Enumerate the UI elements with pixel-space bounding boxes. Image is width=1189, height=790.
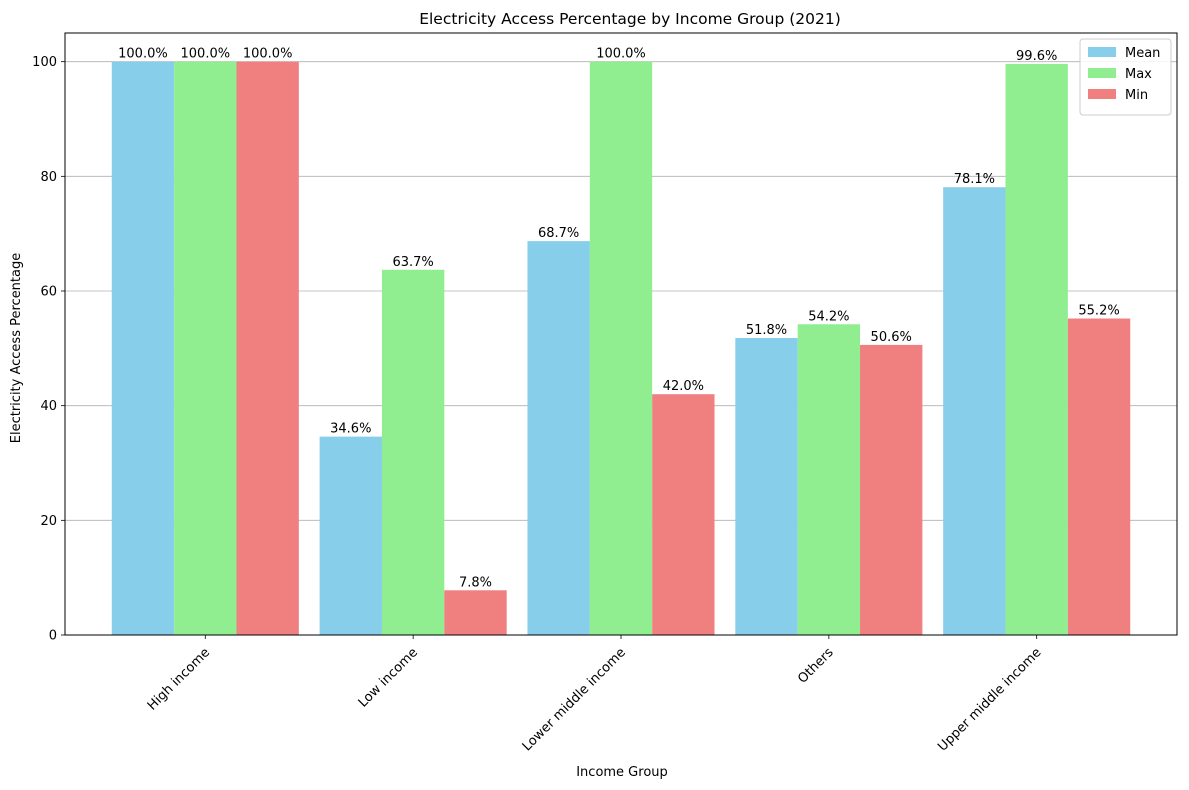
y-tick-label: 0	[49, 629, 57, 644]
legend-swatch-max	[1088, 68, 1116, 78]
bar-mean	[527, 241, 590, 635]
plot-frame	[64, 32, 1178, 636]
y-tick-label: 20	[40, 514, 57, 529]
data-label: 100.0%	[596, 47, 646, 62]
x-axis-title: Income Group	[576, 765, 668, 780]
x-tick-label: Low income	[356, 645, 421, 710]
legend-label-mean: Mean	[1125, 46, 1160, 61]
chart-title: Electricity Access Percentage by Income …	[419, 10, 841, 28]
bar-min	[1067, 318, 1131, 635]
legend-label-min: Min	[1125, 88, 1148, 103]
legend-swatch-mean	[1088, 47, 1116, 57]
bar-max	[174, 61, 237, 635]
bar-min	[444, 590, 507, 635]
data-label: 7.8%	[459, 575, 492, 590]
data-label: 42.0%	[663, 379, 704, 394]
bar-max	[797, 324, 861, 635]
data-label: 34.6%	[330, 422, 371, 437]
data-label: 100.0%	[181, 47, 231, 62]
bar-mean	[111, 61, 175, 635]
bar-min	[236, 61, 299, 635]
bar-mean	[735, 338, 798, 635]
data-label: 50.6%	[871, 330, 912, 345]
y-axis-title: Electricity Access Percentage	[9, 253, 24, 443]
data-label: 78.1%	[954, 172, 995, 187]
bar-mean	[319, 436, 382, 635]
data-label: 63.7%	[392, 255, 433, 270]
y-tick-label: 80	[40, 170, 57, 185]
bar-max	[589, 61, 653, 635]
bars	[111, 61, 1131, 635]
legend-label-max: Max	[1125, 67, 1152, 82]
y-tick-label: 40	[40, 399, 57, 414]
bar-mean	[943, 187, 1006, 635]
bar-min	[652, 394, 715, 635]
data-label: 54.2%	[808, 309, 849, 324]
data-label: 55.2%	[1078, 304, 1119, 319]
x-tick-label: Others	[795, 645, 837, 687]
x-tick-label: High income	[145, 645, 213, 713]
data-label: 51.8%	[746, 323, 787, 338]
y-tick-label: 60	[40, 285, 57, 300]
legend-swatch-min	[1088, 89, 1116, 99]
data-label: 99.6%	[1016, 49, 1057, 64]
legend: Mean Max Min	[1079, 38, 1172, 116]
bar-max	[1005, 63, 1068, 635]
bar-min	[860, 344, 923, 635]
data-label: 100.0%	[243, 47, 293, 62]
x-tick-label: Upper middle income	[935, 645, 1044, 754]
data-labels: 100.0% 100.0% 100.0% 34.6% 63.7% 7.8% 68.7% 100…	[118, 47, 1120, 591]
y-tick-label: 100	[32, 55, 57, 70]
x-tick-label: Lower middle income	[520, 645, 629, 754]
data-label: 68.7%	[538, 226, 579, 241]
bar-max	[381, 269, 445, 635]
data-label: 100.0%	[118, 47, 168, 62]
